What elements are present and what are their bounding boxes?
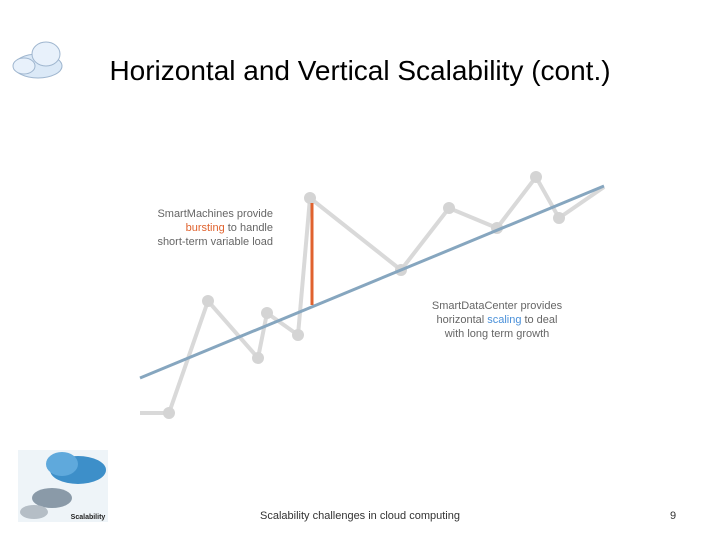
cloud-icon <box>12 41 63 79</box>
page-number: 9 <box>670 510 676 522</box>
right-note-line: horizontal scaling to deal <box>437 314 558 326</box>
illustration <box>139 171 606 419</box>
left-note-line: bursting to handle <box>186 222 273 234</box>
left-note-line: short-term variable load <box>157 236 273 248</box>
emphasis: scaling <box>487 314 521 326</box>
right-note-line: SmartDataCenter provides <box>432 300 563 312</box>
footer: Scalability challenges in cloud computin… <box>260 510 460 522</box>
left-note-line: SmartMachines provide <box>157 208 273 220</box>
text: horizontal <box>437 314 485 326</box>
text: to deal <box>524 314 557 326</box>
logo-text: Scalability <box>71 514 106 521</box>
trend-line <box>139 184 605 380</box>
emphasis: bursting <box>186 222 225 234</box>
right-note-line: with long term growth <box>444 328 550 340</box>
slide-title: Horizontal and Vertical Scalability (con… <box>109 55 610 86</box>
logo: Scalability <box>18 450 108 522</box>
load-points <box>163 171 565 419</box>
text: to handle <box>228 222 273 234</box>
